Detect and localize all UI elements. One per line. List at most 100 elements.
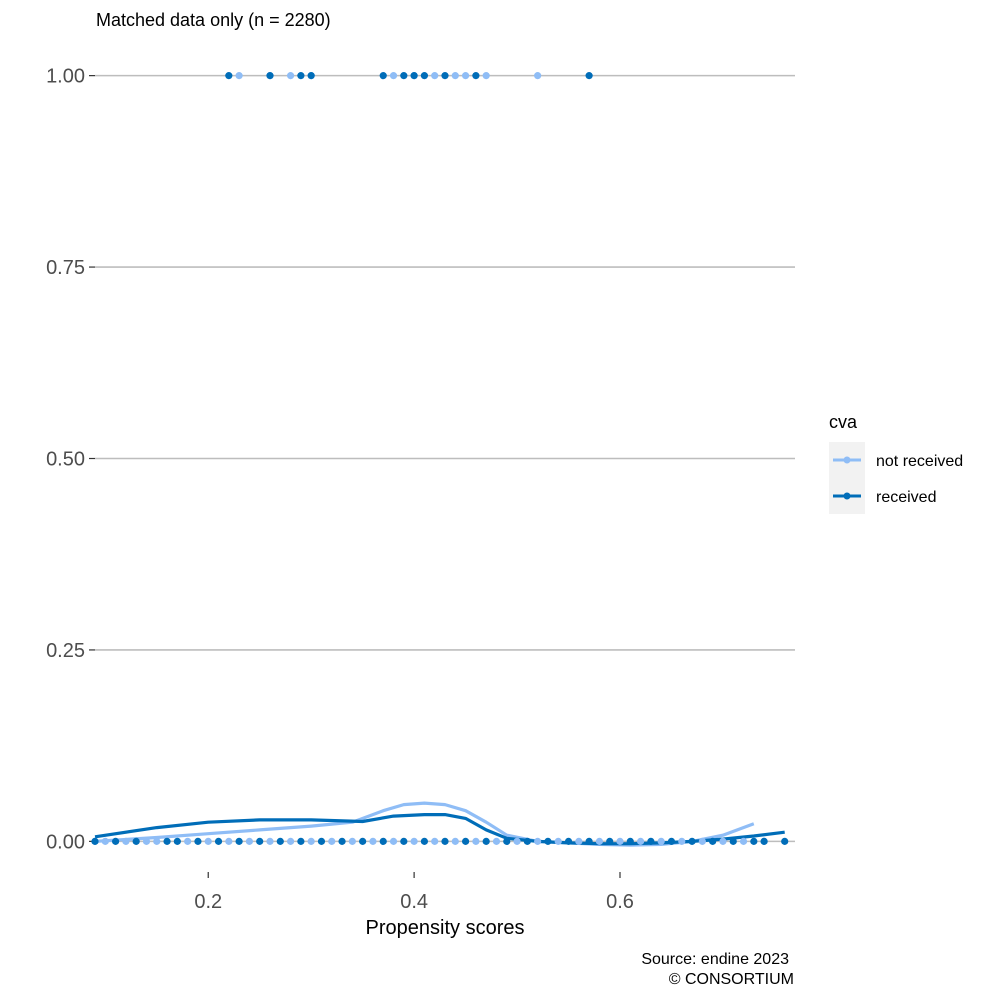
- legend-label-received: received: [876, 489, 936, 506]
- point-not-received: [678, 837, 686, 845]
- x-tick-label: 0.4: [400, 891, 428, 913]
- y-tick-label: 0.50: [46, 449, 85, 471]
- point-received: [523, 837, 531, 845]
- legend-key-dot-not-received: [843, 456, 851, 464]
- point-not-received: [369, 837, 377, 845]
- point-not-received: [451, 72, 459, 80]
- point-not-received: [554, 837, 562, 845]
- point-not-received: [122, 837, 130, 845]
- point-not-received: [451, 837, 459, 845]
- point-not-received: [739, 837, 748, 845]
- point-not-received: [225, 837, 233, 845]
- point-not-received: [235, 72, 243, 80]
- x-tick-label: 0.2: [194, 891, 222, 913]
- point-received: [400, 72, 408, 80]
- point-received: [420, 72, 429, 80]
- point-received: [472, 72, 480, 80]
- point-received: [750, 837, 758, 845]
- point-not-received: [461, 72, 470, 80]
- point-received: [379, 837, 387, 845]
- y-tick-label: 0.00: [46, 831, 85, 853]
- point-not-received: [286, 72, 295, 80]
- point-received: [307, 72, 315, 80]
- legend-title: cva: [829, 412, 858, 432]
- point-not-received: [575, 837, 583, 845]
- x-axis: 0.2 0.4 0.6: [194, 872, 634, 913]
- caption-source: Source: endine 2023: [641, 951, 789, 968]
- point-received: [317, 837, 326, 845]
- point-received: [503, 837, 511, 845]
- x-tick-label: 0.6: [606, 891, 634, 913]
- point-received: [420, 837, 429, 845]
- point-received: [585, 837, 593, 845]
- data-points: [91, 72, 789, 845]
- point-not-received: [348, 837, 356, 845]
- legend-key-dot-received: [843, 492, 851, 500]
- point-not-received: [657, 837, 665, 845]
- point-received: [461, 837, 470, 845]
- point-received: [441, 837, 449, 845]
- point-not-received: [472, 837, 480, 845]
- y-tick-label: 1.00: [46, 66, 85, 88]
- point-not-received: [636, 837, 645, 845]
- x-axis-title: Propensity scores: [366, 917, 525, 939]
- point-received: [132, 837, 140, 845]
- point-not-received: [431, 837, 439, 845]
- point-received: [235, 837, 243, 845]
- point-not-received: [245, 837, 254, 845]
- point-received: [266, 72, 274, 80]
- legend-label-not-received: not received: [876, 453, 963, 470]
- point-not-received: [142, 837, 151, 845]
- point-not-received: [389, 72, 398, 80]
- point-received: [91, 837, 99, 845]
- point-not-received: [101, 837, 109, 845]
- point-not-received: [698, 837, 706, 845]
- point-not-received: [328, 837, 336, 845]
- caption-copyright: © CONSORTIUM: [669, 971, 794, 988]
- point-received: [214, 837, 223, 845]
- point-received: [410, 72, 418, 80]
- point-not-received: [266, 837, 274, 845]
- chart-title: Matched data only (n = 2280): [96, 10, 331, 30]
- point-not-received: [616, 837, 624, 845]
- point-received: [688, 837, 696, 845]
- point-received: [297, 837, 305, 845]
- point-received: [667, 837, 676, 845]
- point-not-received: [534, 72, 542, 80]
- point-received: [441, 72, 449, 80]
- point-not-received: [184, 837, 192, 845]
- point-received: [564, 837, 573, 845]
- point-received: [276, 837, 284, 845]
- point-received: [647, 837, 655, 845]
- point-not-received: [204, 837, 212, 845]
- point-received: [400, 837, 408, 845]
- point-received: [379, 72, 387, 80]
- point-not-received: [410, 837, 418, 845]
- point-not-received: [286, 837, 295, 845]
- point-not-received: [389, 837, 398, 845]
- point-received: [225, 72, 233, 80]
- point-not-received: [719, 837, 727, 845]
- legend: cva not received received: [829, 412, 963, 514]
- point-received: [338, 837, 346, 845]
- point-not-received: [513, 837, 521, 845]
- y-tick-label: 0.25: [46, 640, 85, 662]
- point-received: [606, 837, 614, 845]
- point-received: [173, 837, 181, 845]
- grid-lines: [95, 74, 795, 843]
- point-not-received: [307, 837, 315, 845]
- point-received: [111, 837, 120, 845]
- point-not-received: [431, 72, 439, 80]
- point-not-received: [534, 837, 542, 845]
- point-received: [626, 837, 634, 845]
- y-axis: 0.00 0.25 0.50 0.75 1.00: [46, 66, 95, 853]
- y-tick-label: 0.75: [46, 257, 85, 279]
- point-received: [585, 72, 593, 80]
- point-received: [709, 837, 717, 845]
- point-received: [781, 837, 789, 845]
- point-received: [256, 837, 264, 845]
- point-received: [544, 837, 552, 845]
- point-not-received: [482, 72, 490, 80]
- point-not-received: [492, 837, 501, 845]
